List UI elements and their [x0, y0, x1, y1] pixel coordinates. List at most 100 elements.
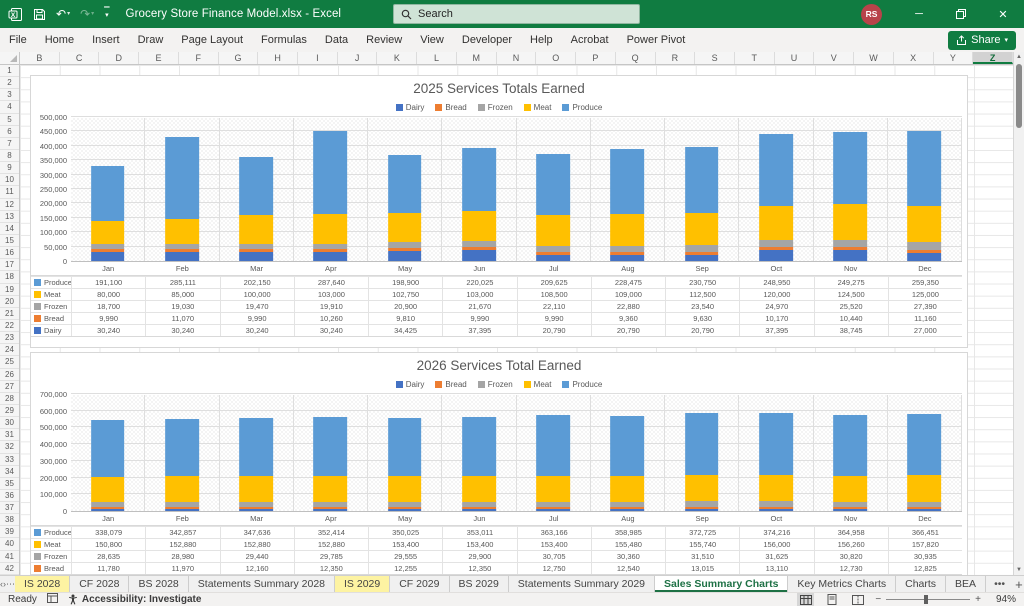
- column-header-z[interactable]: Z: [973, 52, 1013, 64]
- ribbon-tab-page-layout[interactable]: Page Layout: [181, 34, 244, 46]
- row-header-27[interactable]: 27: [0, 381, 19, 393]
- ribbon-tab-review[interactable]: Review: [366, 34, 403, 46]
- row-header-26[interactable]: 26: [0, 369, 19, 381]
- view-page-layout-icon[interactable]: [823, 593, 840, 606]
- chart-object-2025[interactable]: 2025 Services Totals Earned Dairy Bread Fro…: [30, 75, 968, 348]
- row-header-13[interactable]: 13: [0, 211, 19, 223]
- column-header-p[interactable]: P: [576, 52, 616, 64]
- row-header-9[interactable]: 9: [0, 162, 19, 175]
- column-header-h[interactable]: H: [258, 52, 299, 64]
- ribbon-tab-acrobat[interactable]: Acrobat: [570, 34, 609, 46]
- column-header-k[interactable]: K: [377, 52, 418, 64]
- zoom-slider[interactable]: − +: [875, 594, 981, 605]
- column-header-q[interactable]: Q: [616, 52, 656, 64]
- column-header-x[interactable]: X: [894, 52, 934, 64]
- row-header-40[interactable]: 40: [0, 538, 19, 551]
- sheet-tab-statements-summary-2028[interactable]: Statements Summary 2028: [189, 576, 336, 592]
- row-header-12[interactable]: 12: [0, 199, 19, 211]
- column-header-c[interactable]: C: [60, 52, 100, 64]
- sheet-tab-cf-2028[interactable]: CF 2028: [70, 576, 130, 592]
- ribbon-tab-help[interactable]: Help: [530, 34, 553, 46]
- column-header-n[interactable]: N: [497, 52, 537, 64]
- row-header-30[interactable]: 30: [0, 417, 19, 430]
- column-header-u[interactable]: U: [775, 52, 815, 64]
- row-header-23[interactable]: 23: [0, 332, 19, 345]
- row-header-31[interactable]: 31: [0, 429, 19, 442]
- row-header-2[interactable]: 2: [0, 77, 19, 90]
- user-avatar[interactable]: RS: [861, 3, 882, 25]
- sheet-nav-right-icon[interactable]: ›: [3, 579, 6, 589]
- sheet-tab-is-2029[interactable]: IS 2029: [335, 576, 391, 592]
- column-header-l[interactable]: L: [417, 52, 457, 64]
- row-header-16[interactable]: 16: [0, 247, 19, 260]
- ribbon-tab-formulas[interactable]: Formulas: [261, 34, 307, 46]
- column-header-e[interactable]: E: [139, 52, 179, 64]
- row-header-33[interactable]: 33: [0, 454, 19, 466]
- column-header-s[interactable]: S: [695, 52, 735, 64]
- new-sheet-button[interactable]: +: [1015, 576, 1023, 592]
- ribbon-tab-developer[interactable]: Developer: [461, 34, 513, 46]
- share-button[interactable]: Share ▾: [948, 30, 1016, 50]
- ribbon-tab-file[interactable]: File: [9, 34, 27, 46]
- sheet-tab-charts[interactable]: Charts: [896, 576, 947, 592]
- ribbon-tab-insert[interactable]: Insert: [92, 34, 120, 46]
- row-header-24[interactable]: 24: [0, 344, 19, 357]
- column-header-j[interactable]: J: [338, 52, 378, 64]
- row-header-1[interactable]: 1: [0, 65, 19, 78]
- row-header-10[interactable]: 10: [0, 174, 19, 187]
- sheet-tab-bs-2028[interactable]: BS 2028: [129, 576, 189, 592]
- row-header-21[interactable]: 21: [0, 308, 19, 320]
- more-sheets-icon[interactable]: •••: [994, 578, 1006, 590]
- column-header-m[interactable]: M: [457, 52, 497, 64]
- sheet-tab-bea[interactable]: BEA: [946, 576, 987, 592]
- zoom-out-icon[interactable]: −: [875, 594, 882, 605]
- row-header-15[interactable]: 15: [0, 235, 19, 248]
- column-header-v[interactable]: V: [814, 52, 855, 64]
- sheet-tab-bs-2029[interactable]: BS 2029: [450, 576, 509, 592]
- column-header-b[interactable]: B: [20, 52, 60, 64]
- column-header-i[interactable]: I: [298, 52, 338, 64]
- ribbon-tab-power-pivot[interactable]: Power Pivot: [626, 34, 686, 46]
- row-header-42[interactable]: 42: [0, 563, 19, 575]
- column-header-r[interactable]: R: [656, 52, 696, 64]
- ribbon-tab-data[interactable]: Data: [324, 34, 349, 46]
- accessibility-status[interactable]: Accessibility: Investigate: [68, 594, 201, 605]
- view-normal-icon[interactable]: [797, 593, 815, 606]
- column-header-w[interactable]: W: [854, 52, 894, 64]
- sheet-nav-left-icon[interactable]: ‹: [0, 579, 3, 589]
- sheet-tab-statements-summary-2029[interactable]: Statements Summary 2029: [509, 576, 656, 592]
- sheet-tab-key-metrics-charts[interactable]: Key Metrics Charts: [788, 576, 897, 592]
- row-header-36[interactable]: 36: [0, 490, 19, 503]
- row-header-14[interactable]: 14: [0, 223, 19, 235]
- row-header-5[interactable]: 5: [0, 114, 19, 126]
- view-page-break-icon[interactable]: [849, 593, 866, 606]
- row-header-3[interactable]: 3: [0, 89, 19, 102]
- zoom-slider-thumb[interactable]: [923, 595, 928, 604]
- zoom-in-icon[interactable]: +: [975, 594, 981, 605]
- row-header-38[interactable]: 38: [0, 514, 19, 527]
- row-header-20[interactable]: 20: [0, 296, 19, 308]
- row-header-7[interactable]: 7: [0, 138, 19, 150]
- column-header-y[interactable]: Y: [934, 52, 974, 64]
- scroll-down-icon[interactable]: ▼: [1016, 567, 1022, 573]
- grid-canvas[interactable]: 2025 Services Totals Earned Dairy Bread Fro…: [20, 65, 1013, 575]
- column-header-t[interactable]: T: [735, 52, 775, 64]
- row-header-19[interactable]: 19: [0, 284, 19, 296]
- sheet-nav-more-icon[interactable]: ⋯: [6, 578, 15, 589]
- row-header-34[interactable]: 34: [0, 466, 19, 478]
- vertical-scrollbar-thumb[interactable]: [1016, 64, 1022, 128]
- row-header-6[interactable]: 6: [0, 126, 19, 138]
- scroll-up-icon[interactable]: ▲: [1016, 54, 1022, 60]
- row-header-8[interactable]: 8: [0, 150, 19, 163]
- row-header-4[interactable]: 4: [0, 101, 19, 114]
- select-all-corner[interactable]: [0, 52, 20, 65]
- row-header-32[interactable]: 32: [0, 441, 19, 454]
- column-header-g[interactable]: G: [219, 52, 259, 64]
- column-header-d[interactable]: D: [99, 52, 140, 64]
- qat-customize-icon[interactable]: ▔ ▾: [104, 8, 110, 19]
- row-header-28[interactable]: 28: [0, 393, 19, 405]
- row-header-29[interactable]: 29: [0, 405, 19, 418]
- row-header-35[interactable]: 35: [0, 478, 19, 490]
- row-header-37[interactable]: 37: [0, 502, 19, 515]
- minimize-button[interactable]: ─: [915, 8, 923, 20]
